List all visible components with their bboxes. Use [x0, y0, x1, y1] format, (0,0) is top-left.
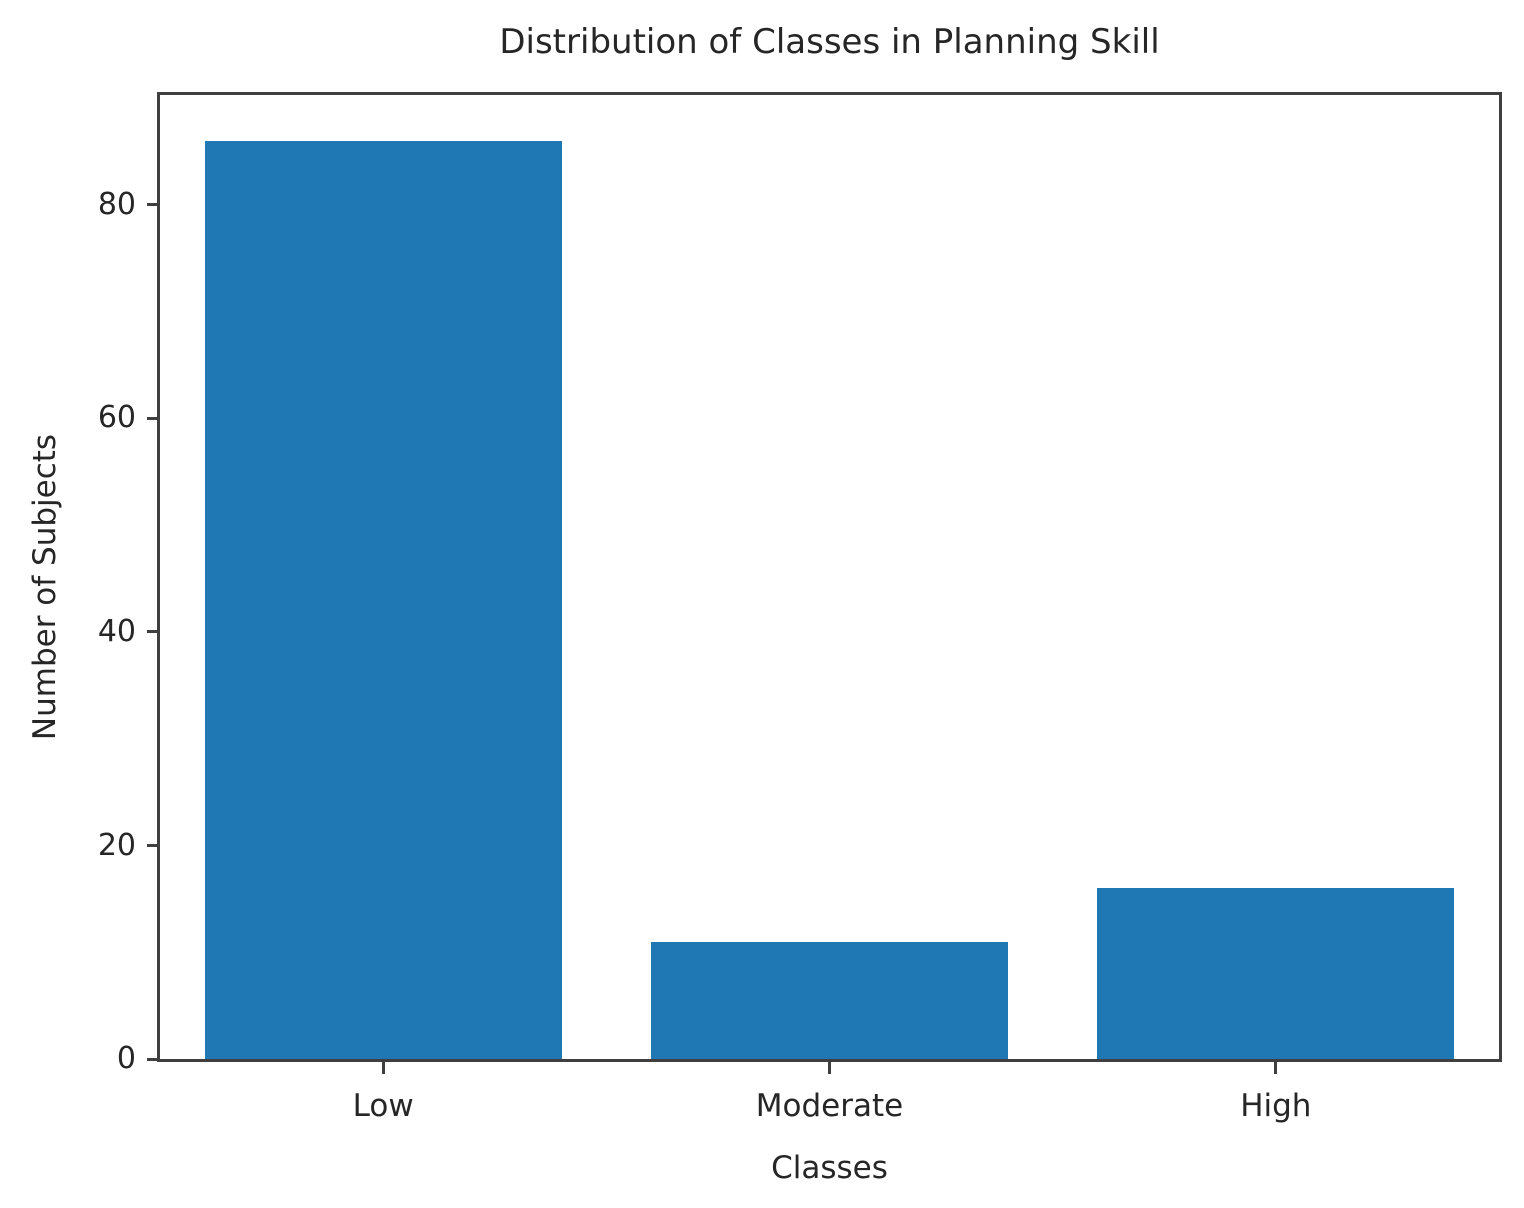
x-tick-label-high: High — [1240, 1088, 1312, 1124]
bar-low — [204, 140, 562, 1059]
bar-high — [1097, 888, 1455, 1059]
x-tick-mark — [381, 1059, 385, 1074]
plot-area: Low Moderate High 0 20 40 60 80 — [98, 92, 1502, 1122]
y-axis-label: Number of Subjects — [27, 433, 63, 741]
y-tick-label-60: 60 — [97, 400, 136, 436]
x-tick-mark — [1274, 1059, 1278, 1074]
chart-title: Distribution of Classes in Planning Skil… — [499, 22, 1160, 62]
x-tick-mark — [828, 1059, 831, 1074]
y-tick-label-40: 40 — [97, 613, 136, 649]
x-tick-label-low: Low — [352, 1088, 414, 1124]
y-tick-mark — [147, 1057, 160, 1061]
x-axis-label: Classes — [771, 1150, 888, 1186]
y-tick-label-0: 0 — [116, 1041, 136, 1076]
y-tick-mark — [147, 203, 160, 207]
y-tick-label-20: 20 — [97, 827, 136, 863]
y-tick-mark — [147, 416, 160, 420]
bar-moderate — [650, 941, 1009, 1059]
y-tick-mark — [147, 844, 160, 847]
y-tick-label-80: 80 — [97, 186, 136, 222]
x-tick-label-moderate: Moderate — [755, 1088, 904, 1124]
y-tick-mark — [147, 630, 160, 634]
